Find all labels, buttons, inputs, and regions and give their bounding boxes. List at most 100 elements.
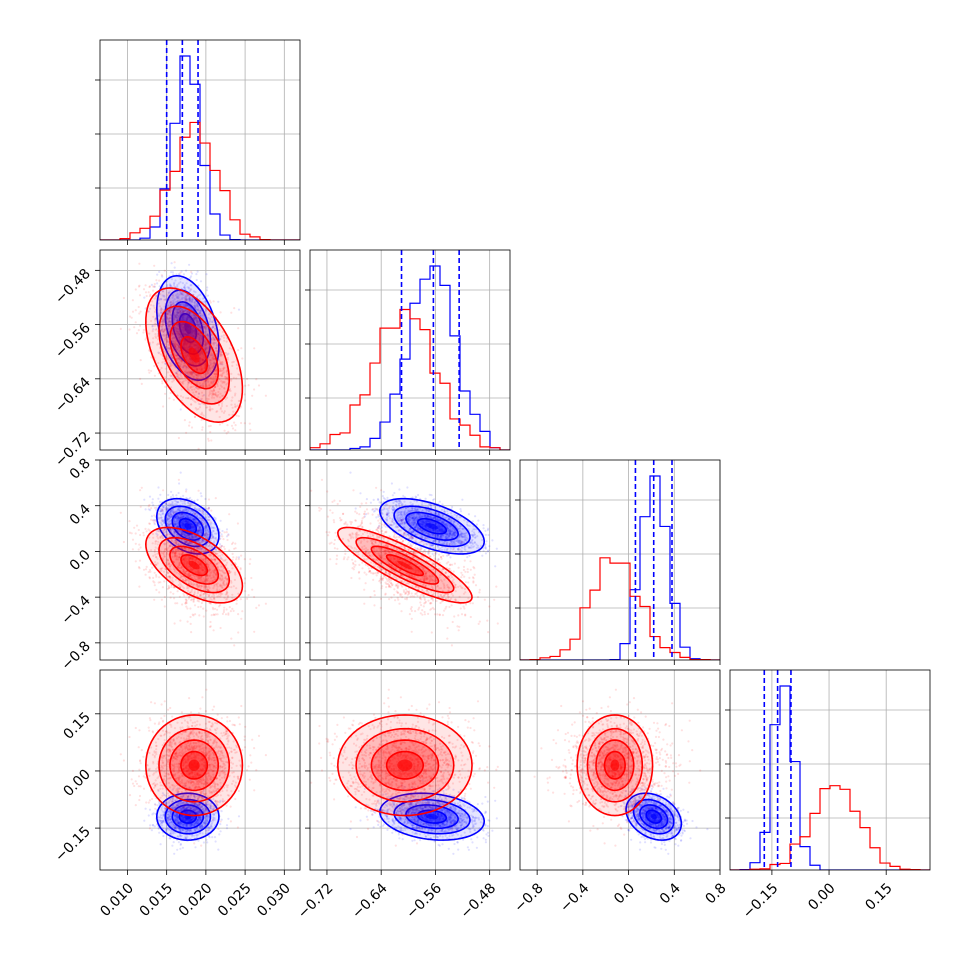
sample-point [211,614,213,616]
sample-point [139,294,141,296]
sample-point [190,271,192,273]
sample-point [244,422,246,424]
sample-point [139,489,141,491]
sample-point [232,427,234,429]
sample-point [203,615,205,617]
sample-point [132,311,134,313]
sample-point [164,386,166,388]
sample-point [233,422,235,424]
sample-point [249,429,251,431]
sample-point [164,393,166,395]
sample-point [217,301,219,303]
sample-point [265,603,267,605]
sample-point [186,607,188,609]
sample-point [197,499,199,501]
sample-point [136,332,138,334]
sample-point [227,431,229,433]
sample-point [206,289,208,291]
sample-point [208,440,210,442]
sample-point [198,448,200,450]
sample-point [143,329,145,331]
sample-point [131,317,133,319]
sample-point [154,375,156,377]
sample-point [187,621,189,623]
sample-point [236,415,238,417]
sample-point [138,285,140,287]
histogram-series-0 [310,266,510,450]
sample-point [224,430,226,432]
panel-content [100,40,300,240]
sample-point [249,423,251,425]
sample-point [244,399,246,401]
sample-point [161,380,163,382]
sample-point [207,295,209,297]
sample-point [154,507,156,509]
sample-point [145,508,147,510]
panel-2-0: −0.8−0.40.00.40.8 [58,456,300,674]
sample-point [149,285,151,287]
sample-point [174,622,176,624]
sample-point [210,510,212,512]
sample-point [151,515,153,517]
sample-point [136,525,138,527]
sample-point [141,487,143,489]
sample-point [151,284,153,286]
sample-point [123,297,125,299]
sample-point [246,598,248,600]
sample-point [258,384,260,386]
sample-point [151,567,153,569]
sample-point [223,546,225,548]
sample-point [138,548,140,550]
sample-point [152,290,154,292]
sample-point [162,405,164,407]
sample-point [144,528,146,530]
sample-point [138,329,140,331]
sample-point [153,286,155,288]
sample-point [231,425,233,427]
sample-point [154,584,156,586]
sample-point [226,528,228,530]
sample-point [209,431,211,433]
sample-point [240,347,242,349]
sample-point [244,385,246,387]
sample-point [135,321,137,323]
sample-point [221,530,223,532]
panel-1-1 [305,250,510,455]
sample-point [135,543,137,545]
sample-point [174,267,176,269]
sample-point [227,534,229,536]
sample-point [201,429,203,431]
sample-point [244,577,246,579]
sample-point [161,274,163,276]
sample-point [140,546,142,548]
sample-point [238,309,240,311]
sample-point [152,504,154,506]
sample-point [142,532,144,534]
sample-point [172,271,174,273]
sample-point [250,577,252,579]
y-tick-label: −0.48 [52,266,94,308]
sample-point [196,279,198,281]
sample-point [151,502,153,504]
sample-point [194,416,196,418]
sample-point [180,472,182,474]
sample-point [246,378,248,380]
sample-point [197,606,199,608]
sample-point [217,613,219,615]
sample-point [156,282,158,284]
sample-point [139,378,141,380]
sample-point [201,602,203,604]
sample-point [185,488,187,490]
sample-point [153,265,155,267]
sample-point [172,494,174,496]
sample-point [150,356,152,358]
sample-point [138,306,140,308]
sample-point [189,421,191,423]
sample-point [171,262,173,264]
sample-point [219,423,221,425]
sample-point [179,596,181,598]
sample-point [143,288,145,290]
sample-point [228,457,230,459]
sample-point [195,273,197,275]
